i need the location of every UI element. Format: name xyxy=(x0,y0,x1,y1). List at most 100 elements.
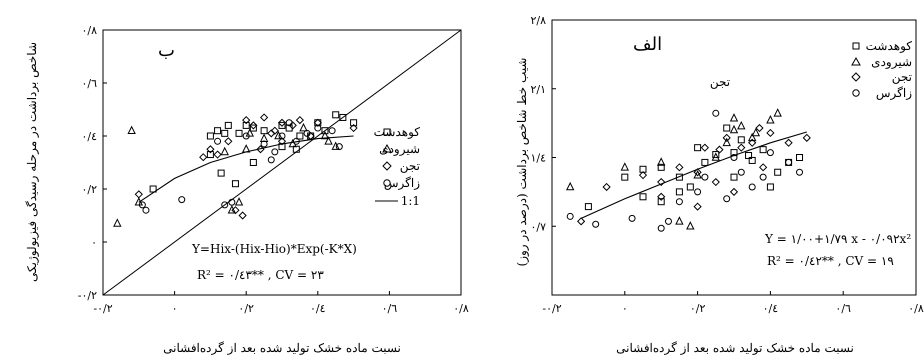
data-point-circle xyxy=(748,183,756,191)
data-point-diamond xyxy=(199,153,208,162)
panel-letter: الف xyxy=(633,34,662,55)
data-point-circle xyxy=(303,129,311,137)
data-point-diamond xyxy=(295,115,305,125)
data-point-diamond xyxy=(657,177,666,187)
data-point-diamond xyxy=(802,133,811,142)
data-point-circle xyxy=(566,212,574,220)
data-point-square xyxy=(737,136,745,144)
data-point-square xyxy=(278,143,286,151)
data-point-square xyxy=(332,111,340,119)
data-point-square xyxy=(712,151,720,159)
legend-marker-diamond xyxy=(851,72,861,82)
data-point-triangle xyxy=(693,170,702,179)
x-axis-label: نسبت ماده خشک تولید شده بعد از گرده‌افشا… xyxy=(616,341,854,355)
data-point-diamond xyxy=(657,192,666,201)
panel-letter: ب xyxy=(158,40,175,61)
data-point-square xyxy=(621,173,629,181)
x-tick-label: ۰/۸ xyxy=(908,302,924,315)
data-point-triangle xyxy=(729,113,739,122)
axis-ticks: -۰/۲ ۰ ۰/۲ ۰/٤ ۰/٦ ۰/۸ ۰/٧ ١/٤ ٢/١ ٢/٨ xyxy=(530,14,923,315)
data-point-square xyxy=(224,121,232,129)
data-point-diamond xyxy=(722,133,731,142)
data-point-diamond xyxy=(249,121,258,130)
data-point-square xyxy=(701,158,709,166)
data-point-circle xyxy=(142,206,150,214)
data-point-circle xyxy=(737,168,745,176)
data-point-square xyxy=(745,152,753,160)
data-point-triangle xyxy=(259,133,269,142)
data-point-triangle xyxy=(288,138,297,148)
x-tick-label: -۰/۲ xyxy=(542,302,561,315)
data-point-square xyxy=(217,169,225,177)
data-point-circle xyxy=(335,143,343,151)
x-tick-label: -۰/۲ xyxy=(93,302,112,315)
fit-curve xyxy=(580,131,807,219)
data-point-square xyxy=(759,146,767,154)
data-point-diamond xyxy=(638,171,648,180)
data-point-diamond xyxy=(737,143,746,152)
x-tick-label: ۰/۲ xyxy=(690,302,706,315)
data-point-diamond xyxy=(231,206,240,215)
data-point-circle xyxy=(267,156,275,164)
data-point-square xyxy=(686,183,694,191)
legend-label: تجن xyxy=(400,159,420,173)
data-point-diamond xyxy=(213,150,222,159)
data-point-diamond xyxy=(577,217,586,226)
data-point-square xyxy=(231,180,239,188)
data-point-diamond xyxy=(748,138,757,147)
data-point-square xyxy=(675,173,683,181)
fit-stats: R² = ۰/٤٢** , CV = ١٩ xyxy=(767,254,894,268)
data-point-triangle xyxy=(729,124,739,134)
data-point-diamond xyxy=(224,137,233,146)
data-point-square xyxy=(350,119,358,127)
panel-a: -۰/۲ ۰ ۰/۲ ۰/٤ ۰/٦ ۰/۸ ۰/٧ ١/٤ ٢/١ ٢/٨ الف تجن کو… xyxy=(515,14,924,355)
x-tick-label: ۰/٦ xyxy=(382,302,398,315)
legend-label: زاگرس xyxy=(384,176,420,190)
data-point-circle xyxy=(214,137,222,145)
legend-marker-triangle xyxy=(851,56,861,66)
x-tick-label: ۰ xyxy=(172,302,178,315)
y-tick-label: ۰/٤ xyxy=(81,130,97,143)
data-point-circle xyxy=(271,148,279,156)
data-point-square xyxy=(242,121,250,129)
y-tick-label: ١/٤ xyxy=(530,152,546,165)
data-point-square xyxy=(249,124,257,132)
data-point-circle xyxy=(328,127,336,135)
data-point-triangle xyxy=(565,181,575,191)
data-point-triangle xyxy=(656,157,666,166)
data-point-square xyxy=(657,163,665,171)
data-point-triangle xyxy=(299,122,308,132)
data-point-circle xyxy=(592,220,600,228)
data-point-square xyxy=(278,121,286,129)
data-point-square xyxy=(296,132,304,140)
data-point-circle xyxy=(657,224,665,232)
x-tick-label: ۰/۸ xyxy=(453,302,469,315)
data-point-diamond xyxy=(729,187,739,196)
data-point-square xyxy=(774,168,782,176)
series-annotation: تجن xyxy=(710,75,730,89)
legend-marker-circle xyxy=(852,89,860,97)
data-point-diamond xyxy=(277,137,287,146)
data-point-circle xyxy=(314,124,322,132)
data-point-circle xyxy=(178,196,186,204)
data-point-circle xyxy=(766,149,774,157)
data-point-square xyxy=(723,124,731,132)
data-point-circle xyxy=(628,214,636,222)
data-point-diamond xyxy=(277,118,287,127)
data-point-diamond xyxy=(306,131,315,141)
legend-marker-square xyxy=(383,128,391,136)
legend-marker-square xyxy=(852,42,860,50)
data-point-square xyxy=(221,129,229,137)
data-point-square xyxy=(206,132,214,140)
data-point-triangle xyxy=(113,218,122,227)
data-point-triangle xyxy=(751,127,761,137)
data-point-diamond xyxy=(693,202,702,211)
y-axis-label: شاخص برداشت در مرحله رسیدگی فیزیولوژیکی xyxy=(25,42,39,282)
y-tick-label: ۰/۲ xyxy=(81,183,97,196)
y-tick-label: -۰/۲ xyxy=(78,289,97,302)
data-point-circle xyxy=(759,173,767,181)
legend-label: تجن xyxy=(892,70,912,84)
data-point-circle xyxy=(730,154,738,161)
legend-marker-triangle xyxy=(382,143,392,153)
data-point-triangle xyxy=(331,141,340,150)
